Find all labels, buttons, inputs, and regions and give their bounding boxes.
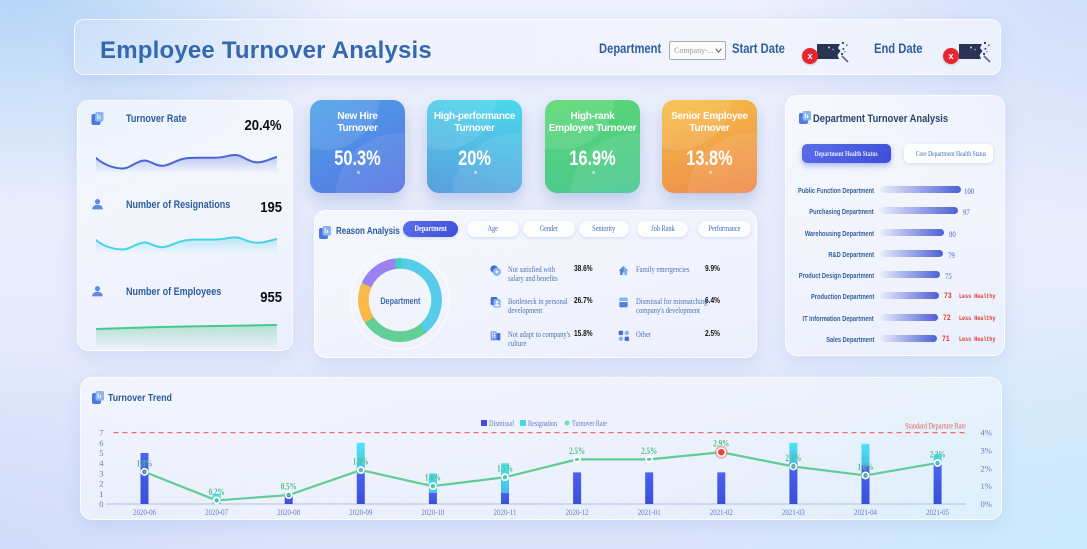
svg-text:2.5%: 2.5% bbox=[569, 446, 585, 456]
svg-text:Resignation: Resignation bbox=[528, 418, 558, 428]
svg-text:1.9%: 1.9% bbox=[353, 457, 369, 467]
svg-text:Turnover Rate: Turnover Rate bbox=[572, 418, 607, 428]
svg-text:2020-10: 2020-10 bbox=[421, 507, 444, 517]
svg-text:2020-06: 2020-06 bbox=[133, 507, 156, 517]
svg-text:1.0%: 1.0% bbox=[425, 473, 441, 483]
svg-text:6: 6 bbox=[99, 438, 103, 448]
svg-text:2.9%: 2.9% bbox=[713, 439, 729, 449]
svg-text:4%: 4% bbox=[981, 428, 992, 438]
svg-text:2021-01: 2021-01 bbox=[638, 507, 661, 517]
svg-text:4: 4 bbox=[99, 458, 104, 468]
svg-text:7: 7 bbox=[99, 428, 103, 438]
svg-text:2.1%: 2.1% bbox=[785, 453, 801, 463]
svg-text:1.6%: 1.6% bbox=[858, 462, 874, 472]
svg-text:2020-12: 2020-12 bbox=[566, 507, 589, 517]
svg-text:1.5%: 1.5% bbox=[497, 464, 513, 474]
svg-text:0: 0 bbox=[99, 499, 103, 509]
svg-text:2020-07: 2020-07 bbox=[205, 507, 228, 517]
svg-text:1: 1 bbox=[99, 489, 103, 499]
svg-text:2020-09: 2020-09 bbox=[349, 507, 372, 517]
svg-text:2%: 2% bbox=[981, 463, 992, 473]
svg-text:3%: 3% bbox=[981, 445, 992, 455]
svg-text:1%: 1% bbox=[981, 481, 992, 491]
svg-text:5: 5 bbox=[99, 448, 103, 458]
svg-text:1.8%: 1.8% bbox=[137, 458, 153, 468]
svg-text:2020-08: 2020-08 bbox=[277, 507, 300, 517]
svg-text:Dismissal: Dismissal bbox=[489, 418, 514, 428]
svg-text:2021-02: 2021-02 bbox=[710, 507, 733, 517]
svg-text:0.5%: 0.5% bbox=[281, 482, 297, 492]
svg-text:2020-11: 2020-11 bbox=[494, 507, 517, 517]
svg-text:3: 3 bbox=[99, 468, 103, 478]
svg-text:2021-05: 2021-05 bbox=[926, 507, 949, 517]
svg-text:Standard Departure Rate: Standard Departure Rate bbox=[905, 421, 966, 431]
svg-text:2021-03: 2021-03 bbox=[782, 507, 805, 517]
svg-text:2.3%: 2.3% bbox=[930, 449, 946, 459]
svg-text:2021-04: 2021-04 bbox=[854, 507, 878, 517]
svg-text:0%: 0% bbox=[981, 499, 992, 509]
svg-text:2: 2 bbox=[99, 479, 103, 489]
svg-text:0.2%: 0.2% bbox=[209, 487, 225, 497]
svg-text:2.5%: 2.5% bbox=[641, 446, 657, 456]
